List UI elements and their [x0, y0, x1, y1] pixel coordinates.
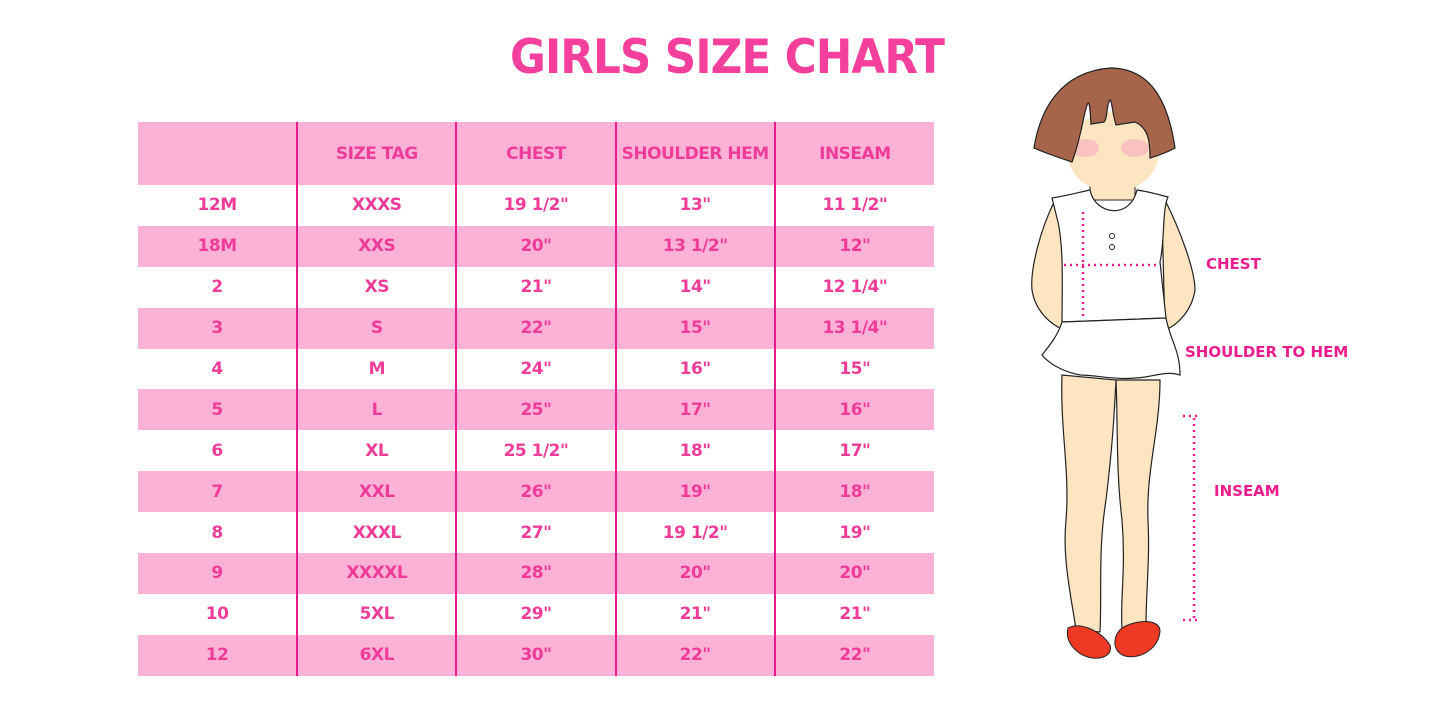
table-cell: 15" — [773, 348, 934, 390]
table-cell: 20" — [455, 225, 616, 267]
table-cell: 5XL — [296, 593, 457, 635]
table-cell: 19 1/2" — [455, 185, 616, 226]
table-cell: XXXS — [296, 185, 457, 226]
table-cell: 14" — [614, 266, 775, 308]
skirt — [1041, 317, 1181, 380]
table-cell: XXXXL — [296, 553, 457, 594]
table-cell: 3 — [138, 307, 298, 349]
table-cell: 25 1/2" — [455, 430, 616, 472]
column-header: CHEST — [455, 122, 616, 185]
table-cell: 20" — [614, 553, 775, 594]
table-cell: 8 — [211, 522, 223, 543]
table-cell: S — [296, 307, 457, 349]
table-cell: 24" — [455, 348, 616, 390]
left-shoe — [1066, 625, 1111, 659]
table-cell: 4 — [211, 359, 223, 379]
right-shoe — [1114, 621, 1161, 658]
right-leg — [1115, 379, 1161, 629]
table-cell: 17" — [773, 430, 934, 472]
table-row: 10 5XL 29" 21" 21" — [138, 593, 934, 635]
table-cell: 20" — [773, 553, 934, 594]
table-cell: 28" — [455, 553, 616, 594]
table-cell: 12 — [138, 634, 298, 676]
table-cell: 27" — [455, 512, 616, 554]
table-row: 12M XXXS 19 1/2" 13" 11 1/2" — [138, 185, 934, 226]
table-cell: 17" — [614, 389, 775, 431]
cheek — [1121, 139, 1149, 157]
table-cell: L — [296, 389, 457, 431]
table-cell: 12 1/4" — [773, 266, 934, 308]
table-cell: 2 — [211, 277, 223, 298]
table-cell: 18" — [773, 471, 934, 513]
table-cell: XXS — [296, 225, 457, 267]
column-header — [138, 122, 298, 185]
table-cell: 6 — [211, 440, 223, 461]
page-title: GIRLS SIZE CHART — [510, 30, 945, 85]
table-cell: M — [296, 348, 457, 390]
table-cell: 12M — [197, 195, 238, 216]
table-cell: 16" — [614, 348, 775, 390]
table-row: 12 6XL 30" 22" 22" — [138, 634, 934, 676]
table-cell: XXL — [296, 471, 457, 513]
table-row: 6 XL 25 1/2" 18" 17" — [138, 430, 934, 472]
column-header: INSEAM — [773, 122, 934, 185]
girl-measurement-illustration — [1031, 67, 1201, 659]
chest-label: CHEST — [1206, 255, 1261, 273]
table-cell: 19" — [614, 471, 775, 513]
inseam-label: INSEAM — [1214, 482, 1280, 500]
face — [1067, 112, 1159, 192]
table-header: SIZE TAG CHEST SHOULDER HEM INSEAM — [138, 122, 934, 185]
table-cell: 9 — [138, 553, 298, 594]
table-cell: 22" — [455, 307, 616, 349]
table-cell: 18M — [138, 225, 298, 267]
table-cell: 6XL — [296, 634, 457, 676]
table-cell: 18" — [614, 430, 775, 472]
table-cell: 12" — [773, 225, 934, 267]
table-row: 4 M 24" 16" 15" — [138, 348, 934, 390]
shirt-button — [1109, 244, 1115, 250]
shirt-button — [1109, 233, 1115, 239]
table-row: 2 XS 21" 14" 12 1/4" — [138, 266, 934, 308]
table-cell: 13" — [614, 185, 775, 226]
table-cell: 5 — [138, 389, 298, 431]
table-cell: XL — [296, 430, 457, 472]
table-cell: 7 — [138, 471, 298, 513]
table-row: 3 S 22" 15" 13 1/4" — [138, 307, 934, 349]
shoulder-to-hem-label: SHOULDER TO HEM — [1185, 343, 1349, 361]
table-cell: 21" — [773, 593, 934, 635]
table-cell: 16" — [773, 389, 934, 431]
shirt — [1051, 189, 1169, 323]
table-row: 18M XXS 20" 13 1/2" 12" — [138, 225, 934, 267]
table-row: 7 XXL 26" 19" 18" — [138, 471, 934, 513]
table-cell: 26" — [455, 471, 616, 513]
table-cell: 30" — [455, 634, 616, 676]
table-cell: 15" — [614, 307, 775, 349]
table-row: 8 XXXL 27" 19 1/2" 19" — [138, 512, 934, 554]
column-header: SIZE TAG — [296, 122, 457, 185]
table-cell: XS — [296, 266, 457, 308]
table-cell: 21" — [614, 593, 775, 635]
table-row: 9 XXXXL 28" 20" 20" — [138, 553, 934, 594]
table-cell: 10 — [205, 604, 229, 625]
table-cell: 19" — [773, 512, 934, 554]
column-header: SHOULDER HEM — [614, 122, 775, 185]
table-cell: 13 1/2" — [614, 225, 775, 267]
table-cell: 29" — [455, 593, 616, 635]
table-cell: 25" — [455, 389, 616, 431]
size-table: SIZE TAG CHEST SHOULDER HEM INSEAM 12M XXXS 1… — [138, 122, 934, 676]
right-arm — [1161, 198, 1196, 331]
hair — [1033, 67, 1176, 163]
left-leg — [1061, 374, 1117, 633]
table-cell: 22" — [773, 634, 934, 676]
table-cell: 19 1/2" — [614, 512, 775, 554]
table-cell: 21" — [455, 266, 616, 308]
table-cell: XXXL — [296, 512, 457, 554]
table-cell: 22" — [614, 634, 775, 676]
table-cell: 11 1/2" — [773, 185, 934, 226]
table-row: 5 L 25" 17" 16" — [138, 389, 934, 431]
table-cell: 13 1/4" — [773, 307, 934, 349]
